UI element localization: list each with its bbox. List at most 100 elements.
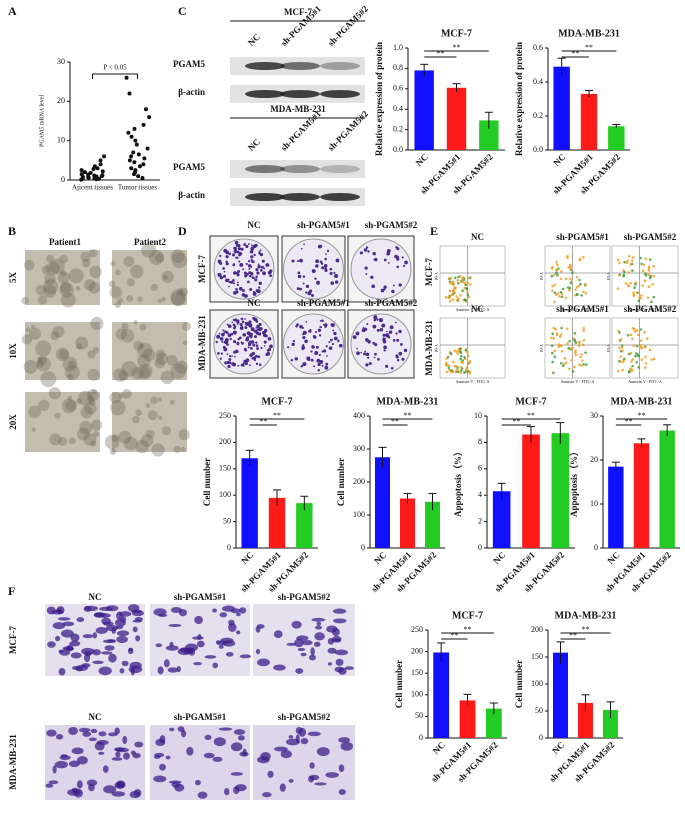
colony xyxy=(394,321,397,324)
colony xyxy=(326,355,328,357)
flow-event xyxy=(555,260,558,264)
flow-event xyxy=(445,364,448,367)
ihc-texture xyxy=(25,327,31,333)
ihc-texture xyxy=(89,399,96,406)
significance-label: ** xyxy=(436,49,444,58)
colony xyxy=(373,315,378,320)
colony xyxy=(255,320,259,323)
y-tick-label: 200 xyxy=(531,625,543,634)
colony xyxy=(225,278,229,283)
colony xyxy=(356,351,360,356)
cell xyxy=(70,633,80,642)
significance-label: ** xyxy=(273,411,281,420)
flow-event xyxy=(647,272,650,276)
bar xyxy=(551,433,570,548)
flow-event xyxy=(449,352,453,355)
colony xyxy=(229,337,232,341)
cell xyxy=(168,780,182,784)
colony xyxy=(242,268,245,271)
colony xyxy=(368,362,372,366)
chart-title: MCF-7 xyxy=(441,28,472,39)
y-axis-label: Relative expression of protein xyxy=(374,42,384,156)
bar xyxy=(375,457,390,548)
flow-event xyxy=(569,281,573,285)
colony xyxy=(226,323,229,326)
ihc-texture xyxy=(28,327,42,340)
colony xyxy=(234,325,237,328)
colony xyxy=(292,339,296,343)
colony xyxy=(256,347,259,350)
flow-event xyxy=(466,350,469,354)
bar xyxy=(414,70,434,150)
colony xyxy=(247,260,251,263)
colony xyxy=(249,249,254,254)
y-tick-label: 100 xyxy=(353,510,365,519)
cell xyxy=(153,775,167,783)
flow-event xyxy=(641,269,645,273)
flow-event xyxy=(631,269,634,272)
ihc-texture xyxy=(147,410,158,421)
flow-event xyxy=(444,295,448,299)
point xyxy=(126,130,131,135)
flow-event xyxy=(457,275,460,279)
ihc-texture xyxy=(77,390,93,406)
colony xyxy=(233,350,237,354)
colony xyxy=(315,345,319,349)
cell xyxy=(131,609,143,613)
flow-event xyxy=(643,331,646,334)
flow-event xyxy=(632,344,636,347)
flow-event xyxy=(622,273,626,277)
bar xyxy=(492,491,511,548)
flow-event xyxy=(650,300,653,304)
colony xyxy=(256,289,261,294)
flow-plot xyxy=(439,317,506,379)
cell xyxy=(55,635,61,642)
colony xyxy=(230,280,234,284)
cell xyxy=(186,746,194,756)
cell xyxy=(314,782,327,786)
cell xyxy=(316,747,330,757)
colony xyxy=(364,266,368,270)
ihc-texture xyxy=(170,289,187,306)
flow-column: sh-PGAM5#1 xyxy=(556,304,609,314)
ihc-texture xyxy=(80,251,91,262)
y-axis-label: Cell number xyxy=(202,458,212,506)
flow-event xyxy=(553,291,557,295)
ihc-texture xyxy=(88,248,98,258)
ihc-texture xyxy=(114,269,121,276)
flow-event xyxy=(445,370,449,374)
colony xyxy=(395,255,400,259)
colony xyxy=(383,345,387,350)
cell xyxy=(81,663,91,668)
ihc-texture xyxy=(114,301,122,309)
colony xyxy=(231,253,236,257)
significance-label: ** xyxy=(585,43,593,52)
significance-label: ** xyxy=(527,411,535,420)
colony xyxy=(225,252,228,255)
flow-y-axis: PI-A xyxy=(434,344,439,352)
flow-event xyxy=(619,355,623,358)
flow-event xyxy=(627,271,631,274)
bar xyxy=(633,443,650,548)
colony xyxy=(244,274,248,278)
ihc-texture xyxy=(83,279,96,291)
colony xyxy=(232,279,235,282)
cell xyxy=(48,780,59,785)
cell xyxy=(98,751,105,755)
y-tick-label: 0 xyxy=(419,733,423,742)
point xyxy=(79,168,84,173)
colony xyxy=(217,352,220,355)
colony xyxy=(251,351,256,356)
flow-event xyxy=(621,368,624,372)
colony xyxy=(244,294,248,298)
flow-event xyxy=(459,294,462,297)
flow-event xyxy=(551,265,554,269)
significance-label: ** xyxy=(625,417,633,426)
cell xyxy=(308,775,315,783)
flow-event xyxy=(574,353,578,357)
bar xyxy=(553,66,570,150)
flow-event xyxy=(566,342,569,345)
colony xyxy=(330,281,335,285)
bar xyxy=(659,430,675,548)
cell xyxy=(84,605,98,612)
